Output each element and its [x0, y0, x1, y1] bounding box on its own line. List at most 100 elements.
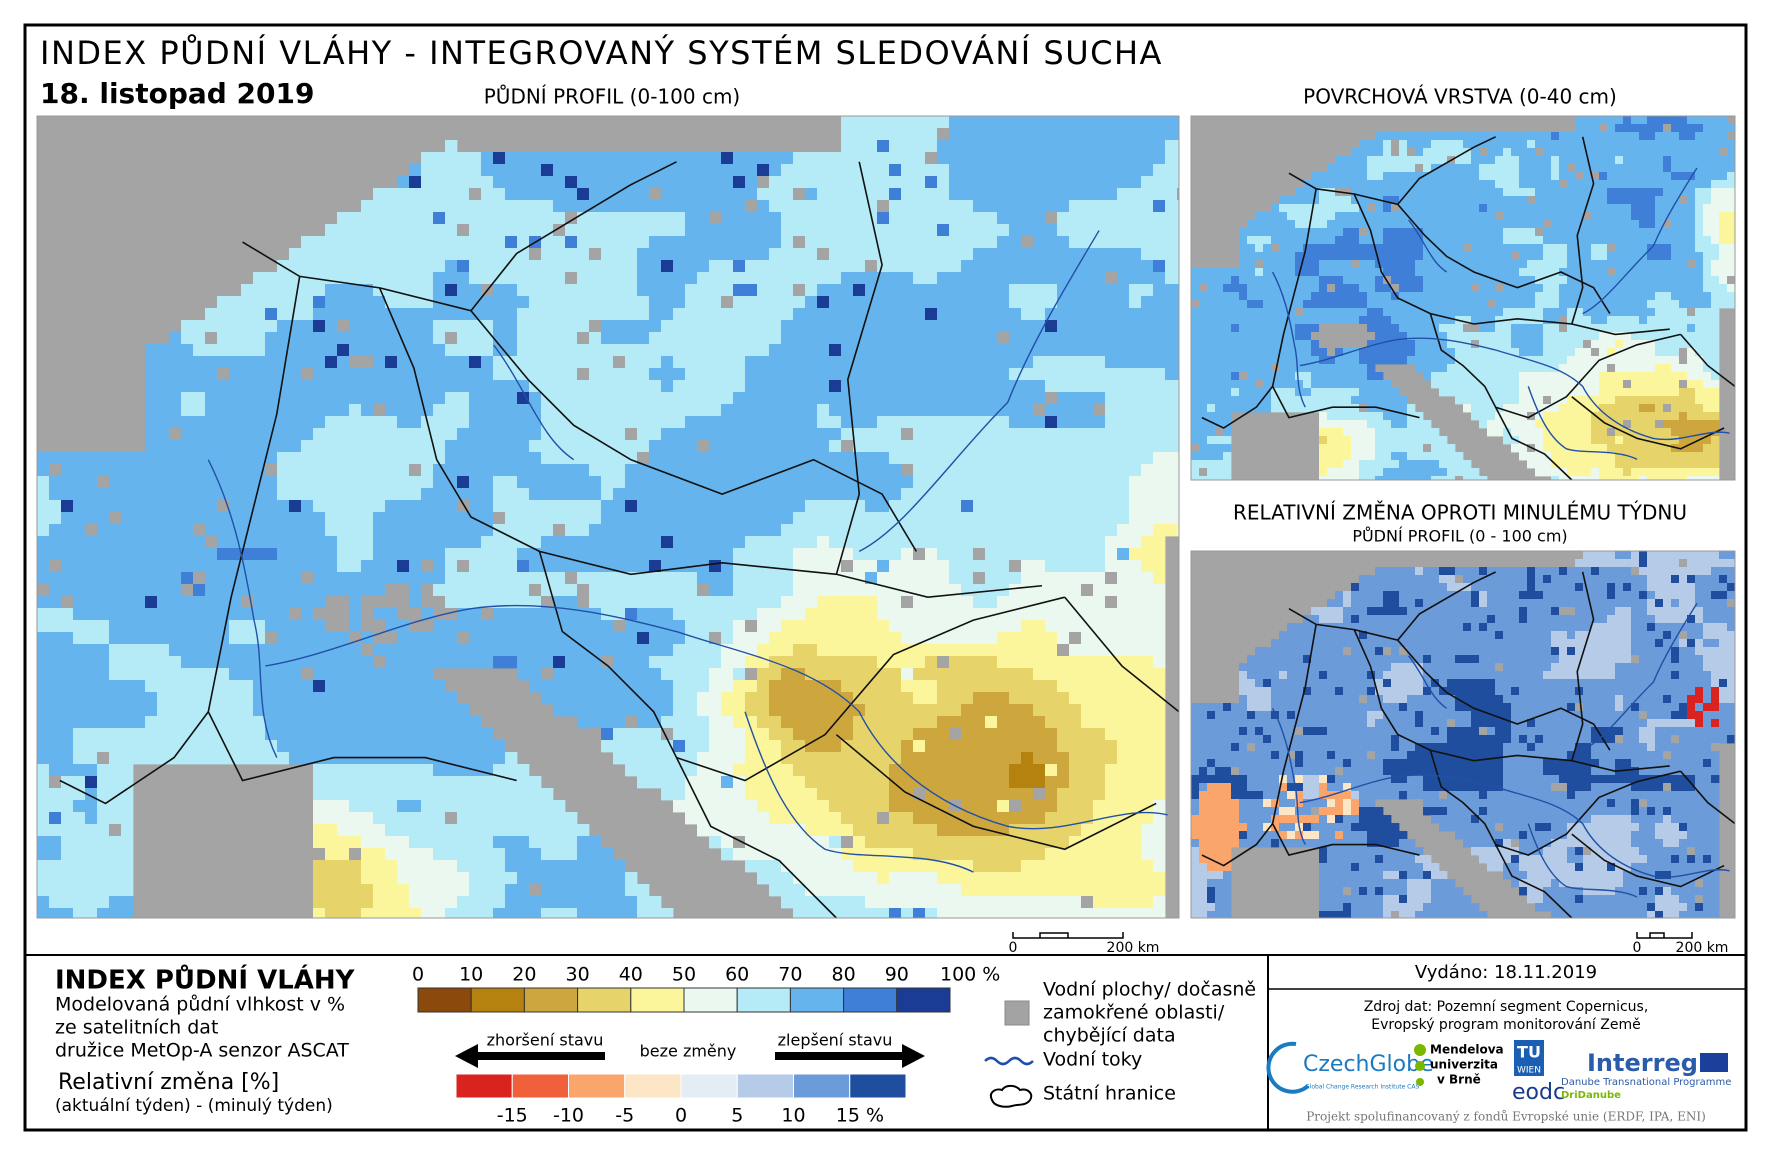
map-cell [949, 224, 961, 236]
map-cell [361, 776, 373, 788]
map-cell [325, 824, 337, 836]
map-cell [289, 284, 301, 296]
map-cell [157, 560, 169, 572]
map-cell [1141, 356, 1153, 368]
map-cell [277, 500, 289, 512]
map-cell [841, 608, 853, 620]
map-cell [577, 584, 589, 596]
map-cell [805, 812, 817, 824]
map-cell [1057, 428, 1069, 440]
map-cell [625, 236, 637, 248]
map-cell [37, 524, 49, 536]
map-cell [1165, 452, 1177, 464]
map-cell [877, 644, 889, 656]
map-cell [589, 716, 601, 728]
map-cell [901, 416, 913, 428]
map-cell [601, 644, 613, 656]
map-cell [949, 140, 961, 152]
map-cell [1045, 380, 1057, 392]
map-cell [289, 584, 301, 596]
map-cell [697, 320, 709, 332]
map-cell [421, 776, 433, 788]
map-cell [421, 356, 433, 368]
map-cell [769, 680, 781, 692]
map-cell [817, 620, 829, 632]
map-cell [85, 764, 97, 776]
map-cell [769, 332, 781, 344]
map-cell [37, 596, 49, 608]
map-cell [877, 380, 889, 392]
map-cell [841, 440, 853, 452]
map-cell [433, 188, 445, 200]
map-cell [913, 296, 925, 308]
map-cell [1141, 524, 1153, 536]
map-cell [301, 308, 313, 320]
map-cell [997, 596, 1009, 608]
map-cell [277, 272, 289, 284]
map-cell [1117, 608, 1129, 620]
map-cell [805, 296, 817, 308]
map-cell [445, 140, 457, 152]
map-cell [421, 308, 433, 320]
map-cell [205, 524, 217, 536]
map-cell [661, 320, 673, 332]
map-cell [937, 332, 949, 344]
map-cell [805, 620, 817, 632]
map-cell [949, 740, 961, 752]
map-cell [997, 176, 1009, 188]
map-cell [121, 824, 133, 836]
map-cell [1117, 248, 1129, 260]
map-cell [973, 212, 985, 224]
map-cell [1153, 776, 1165, 788]
map-cell [313, 680, 325, 692]
map-cell [925, 392, 937, 404]
map-cell [325, 224, 337, 236]
map-cell [1141, 644, 1153, 656]
map-cell [433, 476, 445, 488]
map-cell [673, 572, 685, 584]
map-cell [661, 476, 673, 488]
map-cell [841, 836, 853, 848]
map-cell [1069, 488, 1081, 500]
map-cell [817, 824, 829, 836]
map-cell [1093, 476, 1105, 488]
map-cell [481, 368, 493, 380]
map-cell [325, 584, 337, 596]
map-cell [529, 632, 541, 644]
map-cell [529, 308, 541, 320]
map-cell [841, 596, 853, 608]
map-cell [205, 500, 217, 512]
map-cell [901, 476, 913, 488]
map-cell [721, 356, 733, 368]
map-cell [889, 464, 901, 476]
map-cell [373, 212, 385, 224]
map-cell [1033, 656, 1045, 668]
map-cell [289, 620, 301, 632]
map-cell [349, 548, 361, 560]
map-cell [865, 452, 877, 464]
map-cell [97, 692, 109, 704]
map-cell [361, 332, 373, 344]
map-cell [457, 284, 469, 296]
map-cell [949, 764, 961, 776]
map-cell [1057, 632, 1069, 644]
map-cell [961, 572, 973, 584]
map-cell [325, 524, 337, 536]
map-cell [925, 692, 937, 704]
map-cell [1069, 368, 1081, 380]
map-cell [889, 728, 901, 740]
map-cell [1141, 560, 1153, 572]
map-cell [925, 548, 937, 560]
map-cell [37, 656, 49, 668]
map-cell [277, 320, 289, 332]
map-cell [301, 320, 313, 332]
map-cell [661, 524, 673, 536]
map-cell [517, 416, 529, 428]
map-cell [445, 524, 457, 536]
map-cell [301, 680, 313, 692]
map-cell [1009, 524, 1021, 536]
map-cell [289, 668, 301, 680]
map-cell [541, 152, 553, 164]
map-cell [361, 308, 373, 320]
map-cell [997, 164, 1009, 176]
